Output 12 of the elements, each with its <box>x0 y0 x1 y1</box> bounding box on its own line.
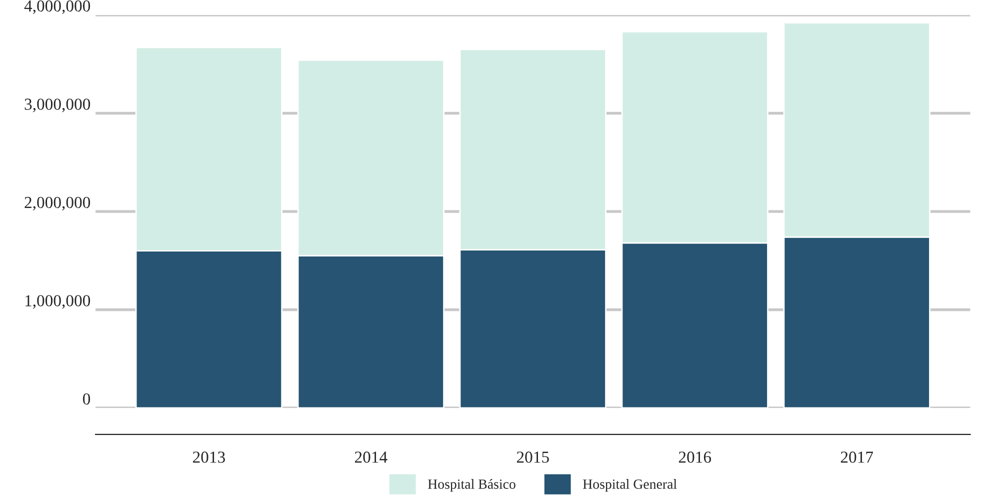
y-tick-label: 3,000,000 <box>24 98 90 112</box>
x-tick-label: 2013 <box>192 452 225 463</box>
y-tick-label: 0 <box>82 393 90 405</box>
y-tick-label: 1,000,000 <box>25 295 90 309</box>
y-tick-label: 4,000,000 <box>24 0 90 14</box>
legend-label: Hospital Básico <box>428 479 516 492</box>
x-tick-label: 2014 <box>354 452 388 463</box>
x-tick-label: 2016 <box>678 452 712 463</box>
legend-label: Hospital General <box>582 479 677 492</box>
y-tick-label: 2,000,000 <box>24 196 90 211</box>
x-tick-label: 2017 <box>840 452 874 463</box>
x-tick-label: 2015 <box>516 452 549 463</box>
